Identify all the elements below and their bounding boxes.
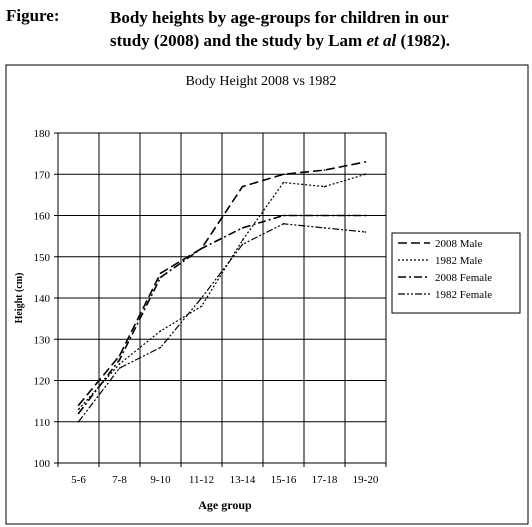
data-point <box>241 243 244 246</box>
series-line <box>77 214 366 414</box>
data-point <box>323 185 326 188</box>
data-point <box>364 173 367 176</box>
legend-label: 1982 Male <box>435 255 482 267</box>
x-tick-label: 7-8 <box>112 474 127 486</box>
caption-line-2-end: (1982). <box>396 31 451 50</box>
data-point <box>118 367 121 369</box>
x-tick-labels: 5-6 7-8 9-10 11-12 13-14 15-16 17-18 19-20 <box>71 474 379 486</box>
legend-box <box>391 232 521 314</box>
y-tick-label: 170 <box>34 169 51 181</box>
y-tick-label: 150 <box>34 252 51 264</box>
series-line <box>78 223 366 423</box>
data-point <box>159 330 162 332</box>
data-point <box>282 214 285 217</box>
legend-label: 2008 Female <box>435 272 492 284</box>
figure-caption: Body heights by age-groups for children … <box>110 6 532 52</box>
y-tick-label: 180 <box>34 128 51 140</box>
legend-label: 2008 Male <box>435 238 482 250</box>
data-point <box>118 359 121 361</box>
data-point <box>77 404 80 407</box>
data-point <box>364 161 367 163</box>
series-1982-female <box>77 222 367 423</box>
x-tick-label: 11-12 <box>189 474 214 486</box>
data-point <box>323 227 326 229</box>
data-point <box>241 239 244 242</box>
series-2008-female <box>77 214 367 415</box>
y-axis-label: Height (cm) <box>14 273 25 324</box>
plot-series <box>77 161 367 423</box>
x-tick-label: 9-10 <box>150 474 171 486</box>
data-point <box>241 185 244 188</box>
data-point <box>323 214 326 217</box>
data-point <box>200 247 203 250</box>
x-tick-label: 17-18 <box>312 474 338 486</box>
x-tick-label: 5-6 <box>71 474 86 486</box>
data-point <box>282 173 285 176</box>
data-point <box>241 227 244 229</box>
y-tick-label: 140 <box>34 293 51 305</box>
data-point <box>364 231 367 233</box>
data-point <box>323 169 326 171</box>
plot-grid <box>54 132 387 467</box>
data-point <box>77 420 80 423</box>
caption-line-2-start: study (2008) and the study by Lam <box>110 31 367 50</box>
x-tick-label: 19-20 <box>353 474 379 486</box>
y-tick-label: 160 <box>34 211 51 223</box>
data-point <box>118 354 121 357</box>
data-point <box>282 181 285 184</box>
x-axis-label: Age group <box>198 498 252 512</box>
data-point <box>159 276 162 279</box>
data-point <box>77 412 80 415</box>
y-tick-label: 120 <box>34 376 51 388</box>
figure-label: Figure: <box>6 6 60 25</box>
data-point <box>118 363 121 365</box>
caption-line-2-italic: et al <box>366 31 397 50</box>
x-tick-label: 15-16 <box>271 474 297 486</box>
data-point <box>200 297 203 299</box>
y-tick-label: 110 <box>34 417 51 429</box>
data-point <box>200 305 203 308</box>
series-line <box>77 161 366 406</box>
chart-title: Body Height 2008 vs 1982 <box>186 74 337 89</box>
y-tick-labels: 100 110 120 130 140 150 160 170 180 <box>34 128 51 470</box>
y-tick-label: 100 <box>34 458 51 470</box>
legend: 2008 Male 1982 Male 2008 Female 1982 Female <box>391 232 521 314</box>
data-point <box>364 214 367 217</box>
legend-label: 1982 Female <box>435 289 492 301</box>
y-tick-label: 130 <box>34 334 51 346</box>
x-tick-label: 13-14 <box>230 474 256 486</box>
series-1982-male <box>77 173 367 411</box>
data-point <box>77 408 80 411</box>
data-point <box>159 272 162 275</box>
caption-line-1: Body heights by age-groups for children … <box>110 8 449 27</box>
series-line <box>78 173 366 410</box>
data-point <box>282 222 285 225</box>
series-2008-male <box>77 161 367 407</box>
data-point <box>159 346 162 349</box>
